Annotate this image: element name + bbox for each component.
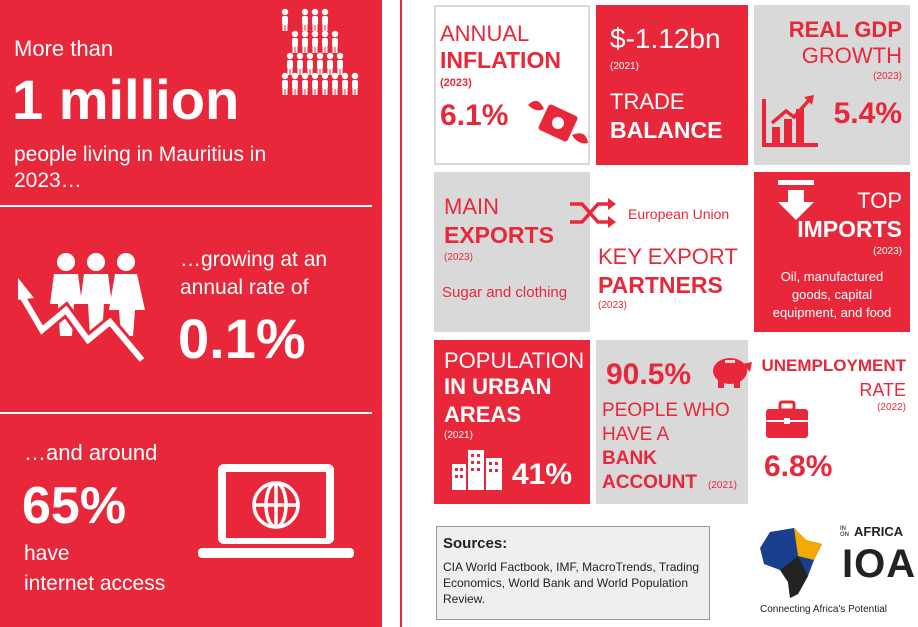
bank-label-4: ACCOUNT bbox=[602, 472, 697, 493]
logo-letters: IOA bbox=[842, 542, 917, 586]
shuffle-icon bbox=[568, 198, 618, 228]
pop-value: 1 million bbox=[12, 68, 240, 131]
unemployment-year: (2022) bbox=[877, 402, 906, 413]
briefcase-icon bbox=[766, 400, 808, 438]
bank-label-3: BANK bbox=[602, 448, 657, 469]
growth-people-icon bbox=[18, 248, 150, 366]
gdp-label-2: GROWTH bbox=[801, 43, 902, 68]
gdp-value: 5.4% bbox=[833, 97, 902, 130]
tile-export-partners: European Union KEY EXPORT PARTNERS (2023… bbox=[570, 172, 748, 332]
partners-label-2: PARTNERS bbox=[598, 272, 723, 298]
growth-value: 0.1% bbox=[178, 307, 306, 370]
divider-2 bbox=[0, 412, 372, 414]
tile-inflation: ANNUAL INFLATION (2023) 6.1% bbox=[434, 5, 590, 165]
gdp-year: (2023) bbox=[873, 71, 902, 82]
urban-value: 41% bbox=[512, 458, 573, 491]
exports-label-1: MAIN bbox=[444, 194, 499, 219]
trade-year: (2021) bbox=[610, 61, 639, 72]
growth-text: …growing at an annual rate of bbox=[180, 248, 328, 299]
bank-year: (2021) bbox=[708, 480, 737, 491]
inflation-label-1: ANNUAL bbox=[440, 21, 530, 46]
piggy-bank-icon bbox=[708, 352, 752, 388]
urban-label-1: POPULATION bbox=[444, 348, 585, 373]
imports-items: Oil, manufactured goods, capital equipme… bbox=[772, 269, 892, 320]
column-separator bbox=[400, 0, 402, 627]
sources-title: Sources: bbox=[443, 535, 508, 552]
sources-box: Sources: CIA World Factbook, IMF, MacroT… bbox=[436, 526, 710, 620]
bank-label-1: PEOPLE WHO bbox=[602, 400, 730, 421]
exports-year: (2023) bbox=[444, 252, 473, 263]
tile-urban-population: POPULATION IN URBAN AREAS (2021) 41% bbox=[434, 340, 590, 504]
unemployment-label-2: RATE bbox=[859, 380, 906, 400]
pop-intro: More than bbox=[14, 36, 114, 61]
tile-main-exports: MAIN EXPORTS (2023) Sugar and clothing bbox=[434, 172, 590, 332]
urban-label-3: AREAS bbox=[444, 402, 522, 427]
tile-top-imports: TOP IMPORTS (2023) Oil, manufactured goo… bbox=[754, 172, 910, 332]
exports-label-2: EXPORTS bbox=[444, 222, 554, 248]
left-panel: More than 1 million people living in Mau… bbox=[0, 0, 382, 627]
logo-brand-word: AFRICA bbox=[854, 524, 904, 539]
urban-label-2: IN URBAN bbox=[444, 374, 552, 399]
internet-desc-1: have bbox=[24, 542, 70, 565]
tile-trade-balance: $-1.12bn (2021) TRADE BALANCE bbox=[596, 5, 748, 165]
partners-year: (2023) bbox=[598, 300, 627, 311]
unemployment-value: 6.8% bbox=[764, 450, 833, 483]
city-buildings-icon bbox=[452, 450, 504, 490]
exports-items: Sugar and clothing bbox=[442, 284, 568, 301]
inflation-label-2: INFLATION bbox=[440, 47, 561, 73]
laptop-globe-icon bbox=[198, 460, 354, 564]
ioa-logo: IN ON AFRICA IOA Connecting Africa's Pot… bbox=[758, 522, 915, 622]
divider-1 bbox=[0, 205, 372, 207]
crowd-icon bbox=[280, 8, 362, 96]
logo-tagline: Connecting Africa's Potential bbox=[760, 604, 887, 615]
urban-year: (2021) bbox=[444, 430, 473, 441]
logo-brand-top: IN ON bbox=[840, 526, 849, 538]
trade-label-1: TRADE bbox=[610, 89, 685, 114]
bar-growth-icon bbox=[762, 93, 818, 149]
tile-bank-account: 90.5% PEOPLE WHO HAVE A BANK ACCOUNT (20… bbox=[596, 340, 752, 504]
inflation-value: 6.1% bbox=[440, 99, 509, 132]
partners-label-1: KEY EXPORT bbox=[598, 244, 738, 269]
internet-desc-2: internet access bbox=[24, 572, 166, 595]
unemployment-label-1: UNEMPLOYMENT bbox=[761, 356, 907, 375]
inflation-year: (2023) bbox=[440, 77, 472, 89]
download-arrow-icon bbox=[776, 180, 816, 222]
trade-value: $-1.12bn bbox=[610, 23, 721, 54]
tile-gdp-growth: REAL GDP GROWTH (2023) 5.4% bbox=[754, 5, 910, 165]
africa-map-icon bbox=[758, 526, 830, 600]
imports-year: (2023) bbox=[873, 246, 902, 257]
imports-label-1: TOP bbox=[857, 188, 902, 213]
internet-value: 65% bbox=[22, 477, 127, 535]
trade-label-2: BALANCE bbox=[610, 117, 723, 143]
bank-label-2: HAVE A bbox=[602, 424, 670, 445]
flying-money-icon bbox=[528, 95, 588, 151]
pop-desc: people living in Mauritius in 2023… bbox=[14, 143, 267, 192]
imports-label-2: IMPORTS bbox=[797, 216, 902, 242]
tile-unemployment: UNEMPLOYMENT RATE (2022) 6.8% bbox=[754, 340, 910, 504]
internet-intro: …and around bbox=[24, 440, 158, 465]
bank-value: 90.5% bbox=[606, 358, 692, 391]
partner-name: European Union bbox=[628, 206, 730, 222]
gdp-label-1: REAL GDP bbox=[788, 17, 902, 42]
sources-text: CIA World Factbook, IMF, MacroTrends, Tr… bbox=[443, 560, 700, 606]
